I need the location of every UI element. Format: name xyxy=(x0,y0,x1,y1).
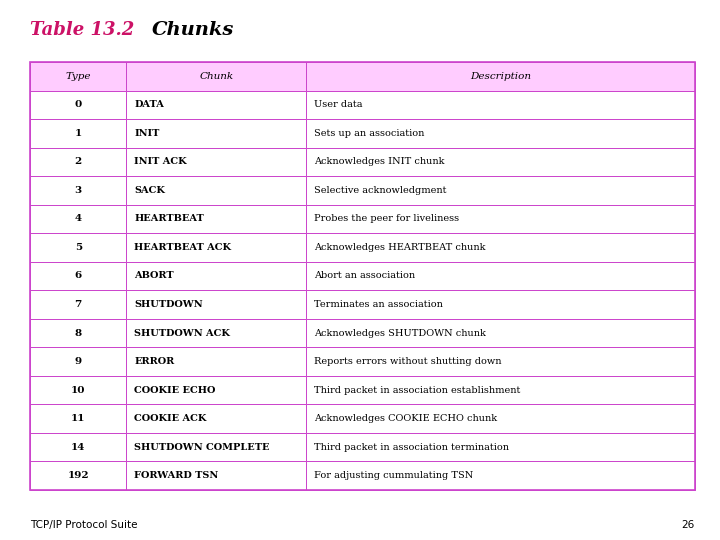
Text: 0: 0 xyxy=(75,100,82,109)
Text: HEARTBEAT ACK: HEARTBEAT ACK xyxy=(135,243,231,252)
Bar xyxy=(127,233,306,262)
Text: Third packet in association establishment: Third packet in association establishmen… xyxy=(314,386,521,395)
Text: 10: 10 xyxy=(71,386,86,395)
Text: 7: 7 xyxy=(75,300,82,309)
Text: SHUTDOWN ACK: SHUTDOWN ACK xyxy=(135,328,230,338)
Text: 11: 11 xyxy=(71,414,86,423)
Bar xyxy=(30,433,127,462)
Bar xyxy=(127,147,306,176)
Bar xyxy=(127,119,306,147)
Text: Abort an association: Abort an association xyxy=(314,272,415,280)
Bar xyxy=(306,233,695,262)
Bar xyxy=(30,347,127,376)
Text: Acknowledges COOKIE ECHO chunk: Acknowledges COOKIE ECHO chunk xyxy=(314,414,497,423)
Text: Acknowledges SHUTDOWN chunk: Acknowledges SHUTDOWN chunk xyxy=(314,328,486,338)
Bar xyxy=(30,462,127,490)
Text: Third packet in association termination: Third packet in association termination xyxy=(314,443,509,451)
Text: 1: 1 xyxy=(75,129,82,138)
Text: 4: 4 xyxy=(75,214,82,224)
Text: 2: 2 xyxy=(75,157,82,166)
Bar xyxy=(30,91,127,119)
Bar xyxy=(30,233,127,262)
Text: Sets up an association: Sets up an association xyxy=(314,129,424,138)
Bar xyxy=(306,462,695,490)
Text: Chunk: Chunk xyxy=(199,72,233,81)
Bar xyxy=(127,404,306,433)
Bar xyxy=(127,291,306,319)
Bar xyxy=(30,376,127,404)
Text: 9: 9 xyxy=(75,357,82,366)
Bar xyxy=(306,91,695,119)
Text: TCP/IP Protocol Suite: TCP/IP Protocol Suite xyxy=(30,520,138,530)
Text: DATA: DATA xyxy=(135,100,164,109)
Text: SACK: SACK xyxy=(135,186,166,195)
Bar xyxy=(127,462,306,490)
Text: INIT: INIT xyxy=(135,129,160,138)
Text: 192: 192 xyxy=(68,471,89,480)
Bar xyxy=(30,291,127,319)
Text: Chunks: Chunks xyxy=(152,21,235,39)
Bar xyxy=(127,319,306,347)
Bar xyxy=(127,347,306,376)
Text: 3: 3 xyxy=(75,186,82,195)
Bar xyxy=(30,262,127,291)
Bar xyxy=(30,62,695,490)
Bar xyxy=(30,176,127,205)
Bar xyxy=(306,433,695,462)
Text: SHUTDOWN COMPLETE: SHUTDOWN COMPLETE xyxy=(135,443,270,451)
Bar xyxy=(30,62,127,91)
Bar xyxy=(306,404,695,433)
Bar xyxy=(127,91,306,119)
Bar xyxy=(127,176,306,205)
Text: Description: Description xyxy=(470,72,531,81)
Text: HEARTBEAT: HEARTBEAT xyxy=(135,214,204,224)
Text: User data: User data xyxy=(314,100,362,109)
Text: 6: 6 xyxy=(75,272,82,280)
Bar xyxy=(306,205,695,233)
Bar xyxy=(306,262,695,291)
Text: For adjusting cummulating TSN: For adjusting cummulating TSN xyxy=(314,471,473,480)
Bar xyxy=(127,262,306,291)
Text: Acknowledges INIT chunk: Acknowledges INIT chunk xyxy=(314,157,444,166)
Text: 5: 5 xyxy=(75,243,82,252)
Text: COOKIE ACK: COOKIE ACK xyxy=(135,414,207,423)
Text: FORWARD TSN: FORWARD TSN xyxy=(135,471,219,480)
Text: COOKIE ECHO: COOKIE ECHO xyxy=(135,386,216,395)
Text: Table 13.2: Table 13.2 xyxy=(30,21,134,39)
Text: Probes the peer for liveliness: Probes the peer for liveliness xyxy=(314,214,459,224)
Bar xyxy=(30,205,127,233)
Text: 14: 14 xyxy=(71,443,86,451)
Bar xyxy=(30,147,127,176)
Text: ABORT: ABORT xyxy=(135,272,174,280)
Bar xyxy=(306,62,695,91)
Text: Terminates an association: Terminates an association xyxy=(314,300,443,309)
Text: Type: Type xyxy=(66,72,91,81)
Text: 8: 8 xyxy=(75,328,82,338)
Bar xyxy=(306,376,695,404)
Bar xyxy=(127,62,306,91)
Bar xyxy=(127,205,306,233)
Text: Reports errors without shutting down: Reports errors without shutting down xyxy=(314,357,501,366)
Text: Selective acknowledgment: Selective acknowledgment xyxy=(314,186,446,195)
Bar xyxy=(306,347,695,376)
Bar xyxy=(30,404,127,433)
Bar xyxy=(306,176,695,205)
Text: ERROR: ERROR xyxy=(135,357,175,366)
Bar xyxy=(306,147,695,176)
Bar xyxy=(306,291,695,319)
Text: SHUTDOWN: SHUTDOWN xyxy=(135,300,203,309)
Text: Acknowledges HEARTBEAT chunk: Acknowledges HEARTBEAT chunk xyxy=(314,243,485,252)
Text: INIT ACK: INIT ACK xyxy=(135,157,187,166)
Bar xyxy=(306,119,695,147)
Bar xyxy=(306,319,695,347)
Text: 26: 26 xyxy=(682,520,695,530)
Bar xyxy=(30,119,127,147)
Bar xyxy=(127,376,306,404)
Bar xyxy=(127,433,306,462)
Bar xyxy=(30,319,127,347)
